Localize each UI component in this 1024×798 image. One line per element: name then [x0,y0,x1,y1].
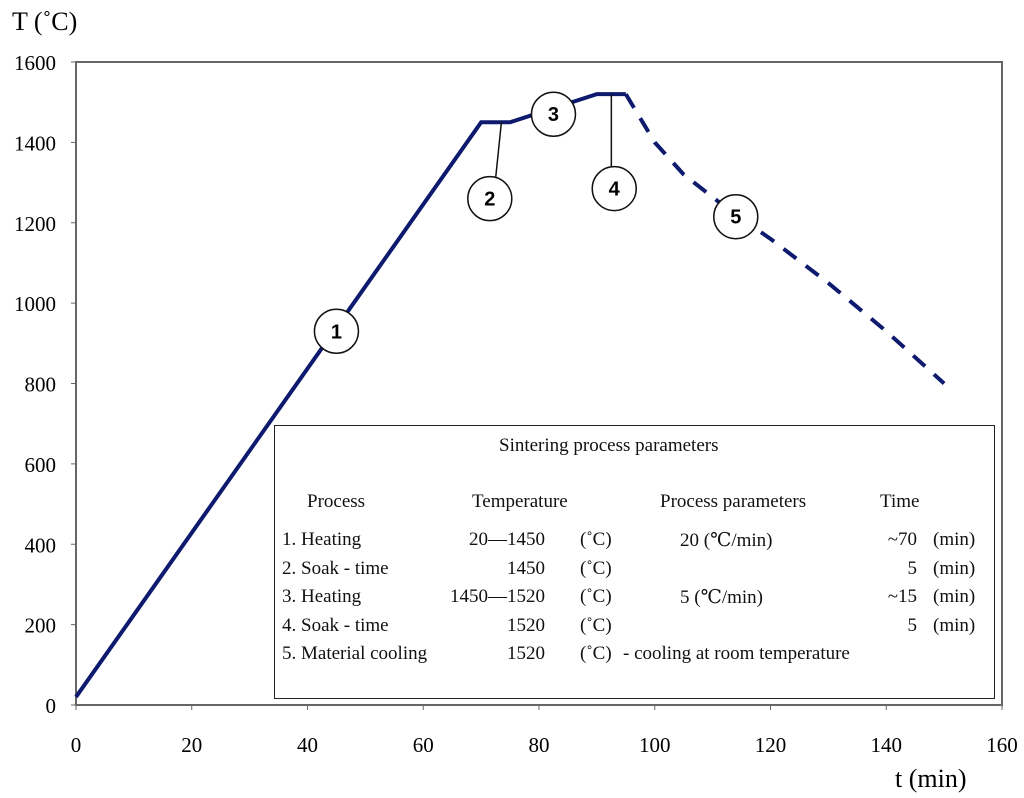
x-tick-label: 100 [639,733,671,757]
table-cell-temp: 1520 [507,614,545,636]
y-axis-label: T (˚C) [12,7,77,36]
y-tick-label: 1000 [14,292,56,316]
table-cell-unit: (˚C) [580,586,612,607]
y-tick-label: 600 [25,453,57,477]
annotation-circle [530,91,577,137]
y-tick-label: 1600 [14,51,56,75]
table-cell-tunit: (min) [933,586,976,607]
table-cell-process: 3. Heating [282,586,362,607]
parameters-table: Sintering process parameters Process Tem… [274,425,995,699]
x-tick-label: 120 [755,733,787,757]
table-cell-tunit: (min) [933,529,976,550]
x-axis-label: t (min) [895,764,967,793]
table-cell-time: ~15 [887,586,917,607]
table-cell-temp: 1450 [507,557,545,579]
table-cell-unit: (˚C) [580,614,612,636]
x-tick-label: 80 [529,733,550,757]
table-cell-process: 1. Heating [282,529,362,550]
header-temperature: Temperature [472,491,568,512]
table-cell-time: ~70 [887,529,917,550]
x-tick-label: 160 [986,733,1018,757]
y-tick-label: 200 [25,614,57,638]
y-tick-label: 1400 [14,131,56,155]
x-tick-label: 60 [413,733,434,757]
table-cell-unit: (˚C) [580,529,612,550]
table-cell-tunit: (min) [933,557,976,579]
header-time: Time [880,491,920,512]
y-tick-label: 800 [25,373,57,397]
table-title: Sintering process parameters [499,435,719,456]
table-cell-tunit: (min) [933,614,976,636]
table-cell-process: 2. Soak - time [282,557,389,579]
table-cell-temp: 1520 [507,643,545,664]
header-parameters: Process parameters [660,491,807,512]
x-tick-label: 20 [181,733,202,757]
annotation-label: 2 [484,189,495,211]
annotation-circle [591,165,637,212]
table-cell-temp: 20—1450 [469,529,545,550]
y-tick-label: 400 [25,533,57,557]
table-cell-process: 5. Material cooling [282,643,428,664]
table-cell-time: 5 [907,614,918,636]
annotation-circle [467,175,513,222]
table-cell-unit: (˚C) [580,643,612,664]
leader-line-2 [494,122,503,179]
x-tick-label: 40 [297,733,318,757]
y-tick-label: 0 [46,694,57,718]
annotation-circle [713,193,759,240]
annotation-label: 5 [730,207,741,229]
table-cell-unit: (˚C) [580,557,612,579]
x-tick-label: 0 [71,733,82,757]
annotation-label: 3 [548,104,559,126]
header-process: Process [307,491,366,512]
dashed-line-series [624,93,946,385]
x-tick-label: 140 [871,733,903,757]
table-cell-process: 4. Soak - time [282,614,389,636]
annotation-label: 4 [609,179,621,201]
table-cell-param: 20 (℃/min) [680,530,773,551]
annotation-label: 1 [331,321,342,343]
table-cell-param: - cooling at room temperature [623,643,850,664]
table-cell-temp: 1450—1520 [450,586,545,607]
table-cell-param: 5 (℃/min) [680,587,763,608]
y-tick-label: 1200 [14,212,56,236]
annotation-circle [313,308,360,355]
table-cell-time: 5 [907,557,918,579]
